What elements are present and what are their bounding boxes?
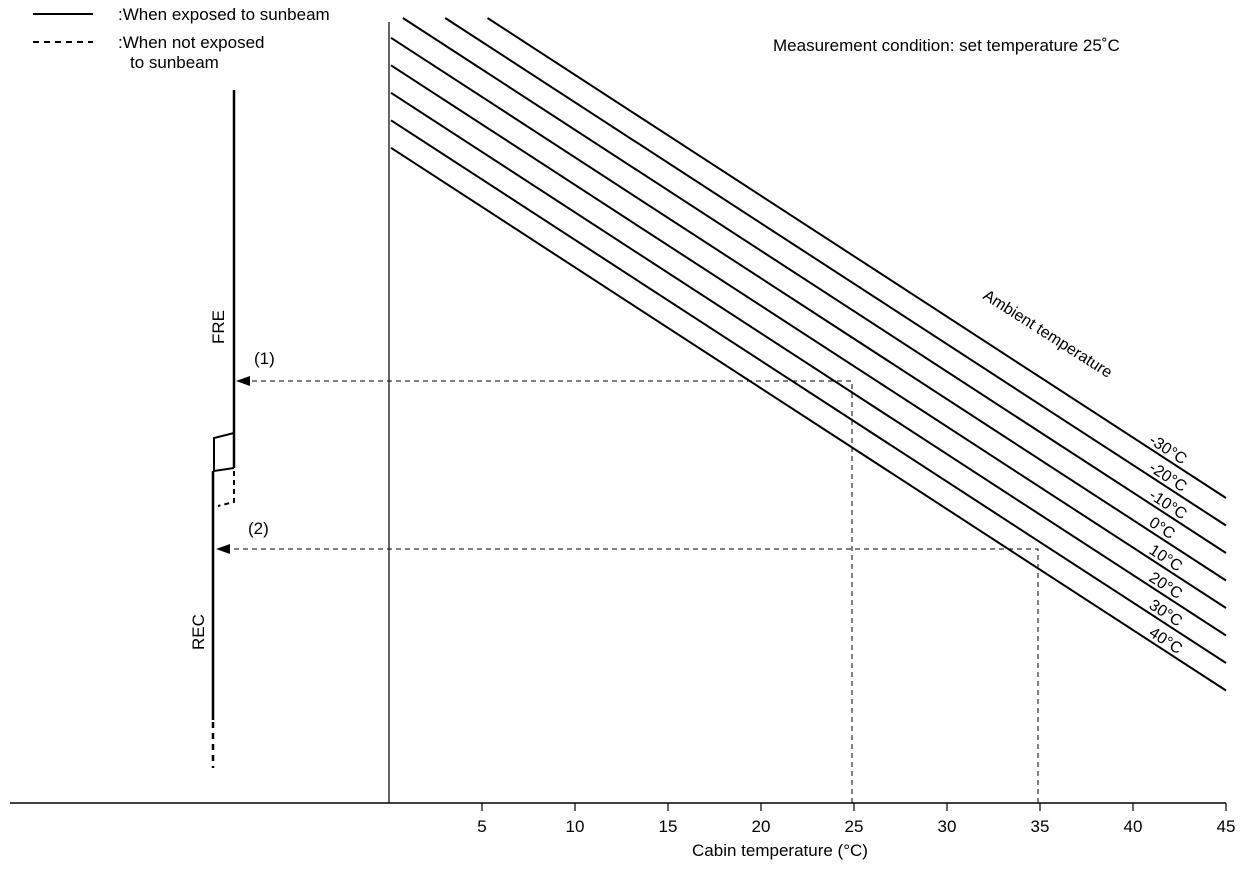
series-lines [390,17,1227,692]
series-line [402,17,1227,554]
series-label: 30°C [1146,597,1185,631]
hysteresis-dashed [217,471,235,507]
x-tick-label: 35 [1031,817,1050,836]
x-tick-label: 45 [1217,817,1236,836]
example-1-label: (1) [254,349,275,368]
series-labels: -30°C-20°C-10°C0°C10°C20°C30°C40°C [1146,432,1190,658]
x-tick-label: 20 [752,817,771,836]
example-2: (2) [216,519,1039,803]
ambient-temperature-label: Ambient temperature [980,287,1115,382]
series-line [390,64,1227,609]
mode-diagram: FRE REC [189,90,236,768]
legend-dashed-label-line1: :When not exposed [118,33,264,52]
series-line [390,36,1227,582]
series-line [444,17,1227,527]
example-2-dashed-path [226,548,1039,803]
legend: :When exposed to sunbeam :When not expos… [33,5,330,72]
series-line [390,119,1227,664]
legend-dashed-label-line2: to sunbeam [130,53,219,72]
fre-label: FRE [209,310,228,344]
x-tick-label: 5 [477,817,486,836]
x-tick-label: 25 [845,817,864,836]
series-label: 40°C [1146,624,1185,658]
x-ticks: 5 10 15 20 25 30 35 40 45 [477,803,1235,836]
rec-label: REC [189,614,208,650]
series-line [486,17,1227,499]
example-1-dashed-path [246,380,853,803]
hysteresis-solid [213,432,235,473]
x-tick-label: 40 [1124,817,1143,836]
x-tick-label: 15 [659,817,678,836]
example-1: (1) [236,349,853,803]
series-label: 10°C [1146,542,1185,576]
x-axis-title: Cabin temperature (°C) [692,841,868,860]
example-2-label: (2) [248,519,269,538]
example-2-arrowhead [216,544,230,554]
x-tick-label: 10 [566,817,585,836]
series-line [390,91,1227,637]
measurement-condition: Measurement condition: set temperature 2… [773,36,1120,55]
example-1-arrowhead [236,376,250,386]
legend-solid-label: :When exposed to sunbeam [118,5,330,24]
x-tick-label: 30 [938,817,957,836]
series-label: 20°C [1146,569,1185,603]
series-line [390,146,1227,692]
